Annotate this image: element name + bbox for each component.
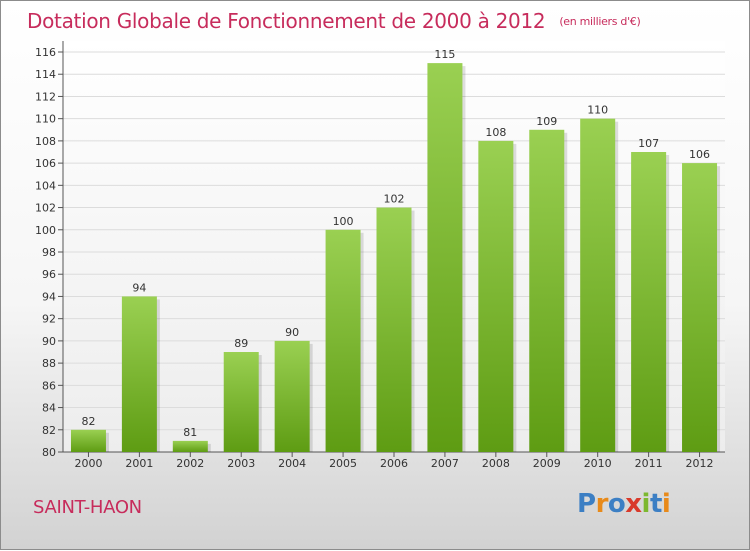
bar xyxy=(427,63,463,452)
x-tick-label: 2009 xyxy=(533,457,561,470)
x-tick-labels: 2000 2001 2002 2003 2004 2005 2006 2007 2008 2009… xyxy=(74,457,713,470)
x-tick-label: 2012 xyxy=(686,457,714,470)
y-tick-labels: 80 82 84 86 88 90 92 94 96 98 100 102 104 106 108 110 11… xyxy=(35,46,56,459)
proxiti-logo: Proxiti xyxy=(577,489,671,519)
logo-letter: i xyxy=(641,489,651,519)
data-label: 90 xyxy=(285,326,299,339)
x-tick-label: 2010 xyxy=(584,457,612,470)
data-labels: 82 94 81 89 90 100 102 115 108 109 110 107 106 xyxy=(81,48,710,439)
bar xyxy=(121,296,157,452)
bar xyxy=(682,163,718,452)
logo-letter: x xyxy=(625,489,642,519)
commune-name: SAINT-HAON xyxy=(33,497,142,518)
data-label: 107 xyxy=(638,137,659,150)
x-tick-label: 2008 xyxy=(482,457,510,470)
logo-letter: i xyxy=(661,489,671,519)
data-label: 108 xyxy=(485,126,506,139)
bar xyxy=(529,129,565,452)
y-tick-label: 84 xyxy=(42,402,56,415)
bar xyxy=(172,440,208,452)
logo-letter: t xyxy=(649,489,662,519)
x-tick-label: 2006 xyxy=(380,457,408,470)
data-label: 102 xyxy=(384,193,405,206)
x-tick-label: 2011 xyxy=(635,457,663,470)
bar xyxy=(478,140,514,452)
x-tick-label: 2007 xyxy=(431,457,459,470)
y-tick-label: 100 xyxy=(35,224,56,237)
y-tick-label: 102 xyxy=(35,202,56,215)
bar xyxy=(631,152,667,452)
data-label: 82 xyxy=(81,415,95,428)
y-tick-label: 92 xyxy=(42,313,56,326)
bar xyxy=(70,429,106,452)
data-label: 109 xyxy=(536,115,557,128)
data-label: 106 xyxy=(689,148,710,161)
y-tick-label: 106 xyxy=(35,157,56,170)
bar xyxy=(580,118,616,453)
y-tick-label: 86 xyxy=(42,379,56,392)
bar xyxy=(325,229,361,452)
y-tick-label: 90 xyxy=(42,335,56,348)
x-tick-label: 2003 xyxy=(227,457,255,470)
bar xyxy=(223,352,259,452)
y-tick-label: 116 xyxy=(35,46,56,59)
data-label: 89 xyxy=(234,337,248,350)
x-tick-label: 2001 xyxy=(125,457,153,470)
data-label: 100 xyxy=(333,215,354,228)
y-tick-label: 114 xyxy=(35,68,56,81)
logo-letter: r xyxy=(595,489,609,519)
logo-letter: P xyxy=(577,489,596,519)
chart-title-text: Dotation Globale de Fonctionnement de 20… xyxy=(27,9,546,33)
y-tick-label: 88 xyxy=(42,357,56,370)
y-tick-label: 108 xyxy=(35,135,56,148)
x-tick-label: 2002 xyxy=(176,457,204,470)
x-tick-label: 2004 xyxy=(278,457,306,470)
y-tick-label: 110 xyxy=(35,113,56,126)
bar xyxy=(376,207,412,452)
data-label: 94 xyxy=(132,281,146,294)
y-tick-label: 96 xyxy=(42,268,56,281)
x-tick-label: 2005 xyxy=(329,457,357,470)
y-tick-label: 112 xyxy=(35,90,56,103)
y-tick-label: 80 xyxy=(42,446,56,459)
x-tick-label: 2000 xyxy=(74,457,102,470)
data-label: 81 xyxy=(183,426,197,439)
data-label: 110 xyxy=(587,104,608,117)
bar xyxy=(274,340,310,452)
logo-letter: o xyxy=(607,489,626,519)
chart-title: Dotation Globale de Fonctionnement de 20… xyxy=(27,9,641,33)
y-tick-label: 82 xyxy=(42,424,56,437)
y-tick-label: 104 xyxy=(35,179,56,192)
y-tick-label: 94 xyxy=(42,290,56,303)
bars xyxy=(70,63,721,453)
y-tick-label: 98 xyxy=(42,246,56,259)
unit-note: (en milliers d'€) xyxy=(559,15,641,28)
data-label: 115 xyxy=(434,48,455,61)
